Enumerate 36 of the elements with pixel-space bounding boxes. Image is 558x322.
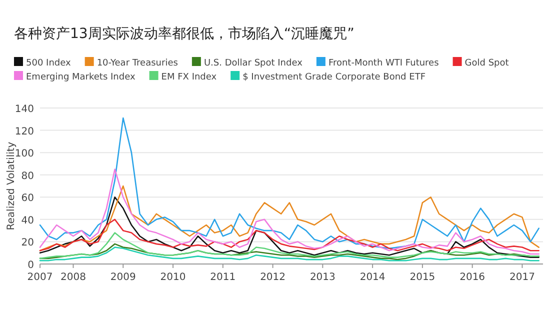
legend-label: Emerging Markets Index	[26, 72, 136, 82]
legend-label: Front-Month WTI Futures	[328, 58, 440, 68]
x-tick-label: 2010	[160, 272, 186, 283]
y-tick-label: 40	[21, 215, 34, 226]
line-series	[39, 246, 540, 262]
legend-label: U.S. Dollar Spot Index	[204, 58, 304, 68]
line-series	[39, 168, 540, 255]
y-tick-label: 60	[21, 193, 34, 204]
x-tick-label: 2007	[27, 272, 53, 283]
x-tick-label: 2016	[460, 272, 486, 283]
y-tick-label: 20	[21, 238, 34, 249]
line-series	[39, 117, 540, 250]
legend-label: EM FX Index	[161, 72, 218, 82]
x-tick-label: 2009	[110, 272, 136, 283]
line-series	[39, 196, 540, 258]
y-tick-label: 120	[14, 126, 34, 138]
x-tick-label: 2014	[360, 272, 386, 283]
y-axis-title: Realized Volatility	[6, 142, 17, 230]
chart-title: 各种资产13周实际波动率都很低，市场陷入“沉睡魔咒”	[14, 26, 354, 42]
line-series	[39, 185, 540, 252]
x-tick-label: 2015	[410, 272, 436, 283]
x-tick-label: 2011	[210, 272, 236, 283]
legend-label: 10-Year Treasuries	[96, 58, 178, 68]
legend-label: $ Investment Grade Corporate Bond ETF	[242, 72, 426, 82]
x-tick-label: 2017	[509, 272, 535, 283]
x-tick-label: 2012	[260, 272, 286, 283]
y-tick-label: 80	[21, 170, 34, 182]
line-series	[39, 232, 540, 260]
line-series	[39, 218, 540, 252]
x-tick-label: 2008	[60, 272, 86, 283]
y-tick-label: 140	[14, 104, 34, 115]
y-tick-label: 0	[28, 260, 34, 271]
legend-label: Gold Spot	[464, 58, 510, 68]
legend-label: 500 Index	[26, 58, 72, 68]
y-tick-label: 100	[14, 148, 34, 160]
x-tick-label: 2013	[310, 272, 336, 283]
